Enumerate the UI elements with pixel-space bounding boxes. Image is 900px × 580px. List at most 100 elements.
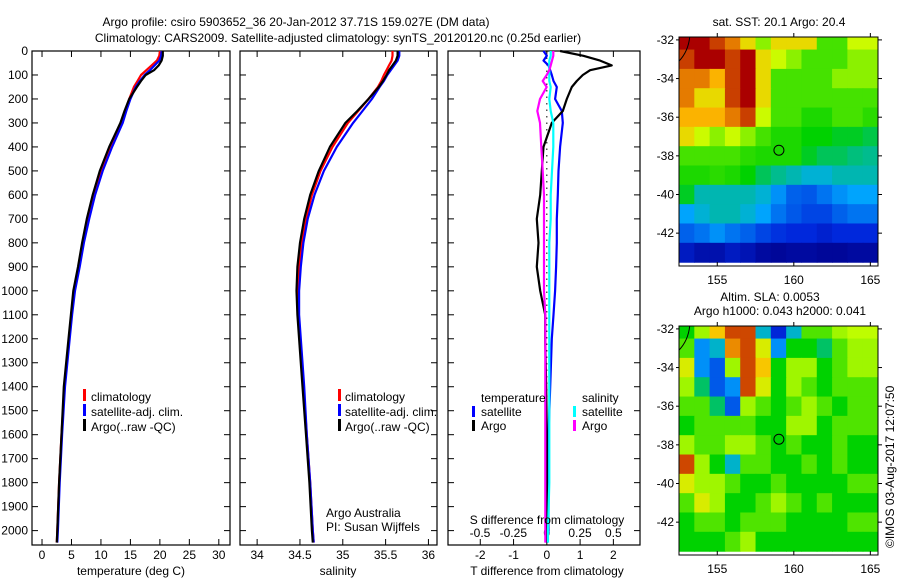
y-tick-label: 900 (8, 260, 28, 274)
lat-tick-label: -32 (657, 33, 675, 47)
heatmap-cell (724, 326, 741, 340)
heatmap-cell (679, 338, 695, 359)
lat-tick-label: -40 (657, 187, 675, 201)
heatmap-cell (755, 204, 772, 225)
heatmap-cell (847, 415, 864, 436)
legend-swatch-climatology (83, 389, 86, 401)
heatmap-cell (724, 68, 741, 89)
panel3-xlabel: T difference from climatology (470, 564, 624, 578)
credit-line-2: PI: Susan Wijffels (326, 520, 420, 534)
legend-swatch-climatology (338, 389, 341, 401)
heatmap-cell (832, 223, 848, 244)
heatmap-cell (770, 88, 787, 109)
heatmap-cell (832, 326, 848, 340)
heatmap-cell (816, 165, 833, 186)
heatmap-cell (862, 531, 878, 552)
heatmap-cell (709, 88, 726, 109)
salinity-legend: climatology satellite-adj. clim. Argo(..… (338, 389, 437, 434)
heatmap-cell (755, 512, 772, 533)
heatmap-cell (832, 357, 848, 378)
heatmap-cell (724, 107, 741, 128)
heatmap-cell (724, 242, 741, 263)
heatmap-cell (832, 377, 848, 398)
x-tick-label: 10 (94, 548, 108, 562)
heatmap-cell (801, 326, 818, 340)
heatmap-cell (847, 184, 864, 205)
heatmap-cell (679, 242, 695, 263)
heatmap-cell (694, 493, 711, 514)
heatmap-cell (832, 493, 848, 514)
heatmap-cell (679, 184, 695, 205)
heatmap-cell (832, 242, 848, 263)
x-tick-label: 5 (68, 548, 75, 562)
heatmap-cell (862, 338, 878, 359)
heatmap-cell (679, 357, 695, 378)
heatmap-cell (832, 415, 848, 436)
heatmap-cell (862, 204, 878, 225)
heatmap-cell (694, 37, 711, 51)
difference-panel: -2 -1 0 1 2-0.5 -0.25 0 0.25 0.5 (447, 49, 641, 562)
heatmap-cell (862, 415, 878, 436)
heatmap-cell (786, 146, 803, 167)
heatmap-cell (724, 396, 741, 417)
lon-tick-label: 155 (707, 273, 727, 287)
x-tick-label: -2 (475, 548, 486, 562)
heatmap-cell (694, 223, 711, 244)
heatmap-cell (816, 223, 833, 244)
heatmap-cell (816, 454, 833, 475)
heatmap-cell (847, 146, 864, 167)
heatmap-cell (862, 68, 878, 89)
heatmap-cell (679, 473, 695, 494)
heatmap-cell (786, 415, 803, 436)
heatmap-cell (770, 204, 787, 225)
heatmap-cell (801, 531, 818, 552)
heatmap-cell (862, 454, 878, 475)
heatmap-cell (816, 512, 833, 533)
heatmap-cell (740, 146, 757, 167)
heatmap-cell (786, 242, 803, 263)
heatmap-cell (862, 88, 878, 109)
x-tick-label: 20 (153, 548, 167, 562)
lat-tick-label: -36 (657, 399, 675, 413)
heatmap-cell (786, 454, 803, 475)
heatmap-cell (862, 165, 878, 186)
argo-position-marker (773, 144, 785, 156)
heatmap-cell (679, 146, 695, 167)
heatmap-cell (709, 493, 726, 514)
heatmap-cell (862, 357, 878, 378)
heatmap-cell (740, 338, 757, 359)
heatmap-cell (694, 396, 711, 417)
legend-swatch-t-argo (472, 420, 475, 431)
heatmap-cell (847, 473, 864, 494)
y-tick-label: 1700 (1, 452, 28, 466)
heatmap-cell (816, 493, 833, 514)
panel2-xlabel: salinity (320, 564, 357, 578)
x-tick-label: 0 (543, 548, 550, 562)
series-line-argo-raw-qc- (295, 51, 399, 543)
heatmap-cell (679, 396, 695, 417)
heatmap-cell (679, 493, 695, 514)
heatmap-cell (862, 396, 878, 417)
heatmap-cell (724, 49, 741, 70)
heatmap-cell (694, 473, 711, 494)
lat-tick-label: -34 (657, 361, 675, 375)
heatmap-cell (709, 454, 726, 475)
heatmap-cell (862, 377, 878, 398)
heatmap-cell (755, 165, 772, 186)
temperature-panel: 0 5 10 15 20 25 300100200300400500600700800900… (1, 44, 231, 562)
heatmap-cell (801, 37, 818, 51)
heatmap-cell (724, 223, 741, 244)
heatmap-cell (801, 107, 818, 128)
heatmap-cell (755, 415, 772, 436)
heatmap-cell (786, 493, 803, 514)
y-tick-label: 1500 (1, 404, 28, 418)
x-tick-label: 34.5 (288, 548, 312, 562)
heatmap-cell (755, 454, 772, 475)
heatmap-cell (740, 204, 757, 225)
heatmap-cell (740, 126, 757, 147)
coastline (679, 326, 691, 351)
heatmap-cell (755, 68, 772, 89)
heatmap-cell (709, 242, 726, 263)
heatmap-cell (786, 357, 803, 378)
heatmap-cell (694, 49, 711, 70)
